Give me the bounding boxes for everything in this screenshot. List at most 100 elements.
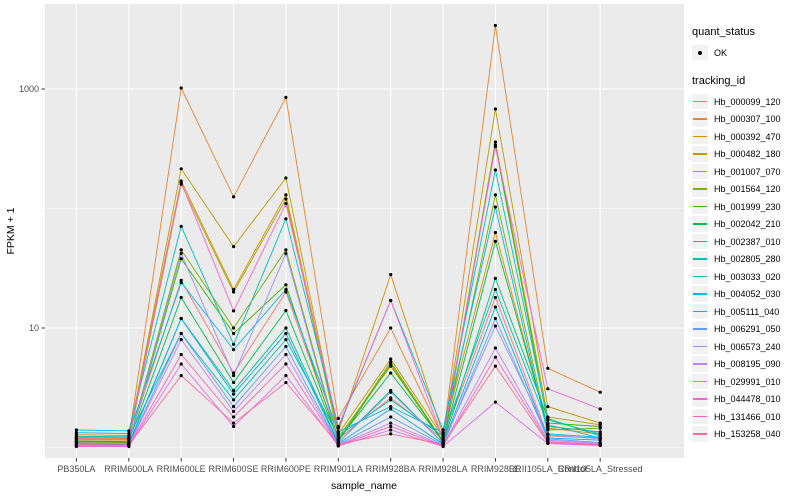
data-point <box>232 371 236 375</box>
data-point <box>493 305 497 309</box>
data-point <box>389 405 393 409</box>
data-point <box>284 374 288 378</box>
data-point <box>336 416 340 421</box>
data-point <box>441 437 445 441</box>
data-point <box>232 287 236 292</box>
data-point <box>441 428 445 432</box>
data-point <box>389 298 393 303</box>
data-point <box>284 217 288 221</box>
data-point <box>493 287 497 292</box>
data-point <box>232 195 236 199</box>
legend-title-tracking-id: tracking_id <box>692 75 746 87</box>
legend-item-label: Hb_003033_020 <box>714 271 781 282</box>
data-point <box>336 430 340 434</box>
line-swatch-icon <box>693 153 707 155</box>
panel-background <box>45 4 684 458</box>
data-point <box>179 331 183 336</box>
legend-key-box <box>692 93 708 110</box>
legend-item-Hb_000482_180: Hb_000482_180 <box>692 146 798 163</box>
data-point <box>493 364 497 368</box>
data-point <box>336 434 340 438</box>
data-point <box>232 392 236 396</box>
legend-key-box <box>692 268 708 285</box>
data-point <box>179 224 183 228</box>
data-point <box>179 316 183 321</box>
data-point <box>389 424 393 429</box>
data-point <box>74 428 78 432</box>
data-point <box>493 276 497 280</box>
x-tick-label-RRIM600LE: RRIM600LE <box>156 464 206 474</box>
line-swatch-icon <box>693 275 707 278</box>
data-point <box>232 245 236 249</box>
data-point <box>336 424 340 429</box>
legend-key-box <box>692 111 708 127</box>
line-swatch-icon <box>693 223 707 225</box>
data-point <box>284 338 288 342</box>
legend-tracking-items: Hb_000099_120 Hb_000307_100 Hb_000392_470 H… <box>692 93 798 443</box>
data-point <box>598 443 602 447</box>
data-point <box>284 283 288 287</box>
data-point <box>546 387 550 391</box>
data-point <box>493 23 497 28</box>
legend-item-Hb_004052_030: Hb_004052_030 <box>692 286 798 303</box>
y-tick-label: 1000 <box>18 84 39 94</box>
data-point <box>284 308 288 313</box>
data-point <box>232 388 236 393</box>
data-point <box>389 398 393 402</box>
legend-item-Hb_008195_090: Hb_008195_090 <box>692 356 798 373</box>
data-point <box>598 424 602 429</box>
data-point <box>127 429 131 433</box>
line-swatch-icon <box>693 258 707 260</box>
data-point <box>284 202 288 206</box>
data-point <box>546 418 550 422</box>
x-tick-label-RRIM928LA: RRIM928LA <box>418 464 468 474</box>
data-point <box>546 428 550 432</box>
data-point <box>74 431 78 435</box>
data-point <box>546 423 550 427</box>
data-point <box>546 366 550 370</box>
data-point <box>284 287 288 292</box>
legend-item-ok: OK <box>692 44 798 61</box>
legend-item-Hb_001007_070: Hb_001007_070 <box>692 163 798 180</box>
data-point <box>179 281 183 285</box>
line-swatch-icon <box>693 135 707 138</box>
legend-item-label: Hb_000307_100 <box>714 114 781 124</box>
legend-key-box <box>692 146 708 162</box>
legend-item-Hb_003033_020: Hb_003033_020 <box>692 268 798 285</box>
data-point <box>284 95 288 99</box>
data-point <box>493 295 497 300</box>
line-swatch-icon <box>693 398 707 400</box>
legend-key-box <box>692 198 708 215</box>
data-point <box>441 434 445 438</box>
data-point <box>284 380 288 385</box>
data-point <box>284 290 288 294</box>
line-swatch-icon <box>693 205 707 208</box>
data-point <box>232 405 236 409</box>
legend-item-label: Hb_008195_090 <box>714 359 781 369</box>
data-point <box>493 107 497 111</box>
legend-tracking-id: tracking_id Hb_000099_120 Hb_000307_100 Hb… <box>692 75 798 443</box>
y-axis-title: FPKM + 1 <box>5 207 17 255</box>
legend-key-box <box>692 251 708 267</box>
data-point <box>74 437 78 441</box>
legend-item-label: Hb_029991_010 <box>714 376 781 387</box>
data-point <box>232 409 236 414</box>
x-tick-label-RRIM928LE: RRIM928LE <box>470 464 520 474</box>
legend-item-Hb_000392_470: Hb_000392_470 <box>692 128 798 145</box>
data-point <box>284 344 288 349</box>
legend-key-box <box>692 373 708 390</box>
legend-item-Hb_001999_230: Hb_001999_230 <box>692 198 798 215</box>
x-tick-label-RRII105LA_Control: RRII105LA_Control <box>508 464 587 474</box>
line-swatch-icon <box>693 293 707 295</box>
data-point <box>546 441 550 445</box>
legend-item-label: Hb_000482_180 <box>714 149 781 159</box>
legend-quant-status: quant_status OK <box>692 26 798 61</box>
data-point <box>389 428 393 432</box>
data-point <box>493 205 497 209</box>
data-point <box>74 434 78 438</box>
data-point <box>179 257 183 261</box>
line-swatch-icon <box>693 170 707 173</box>
data-point <box>284 352 288 357</box>
data-point <box>598 437 602 441</box>
